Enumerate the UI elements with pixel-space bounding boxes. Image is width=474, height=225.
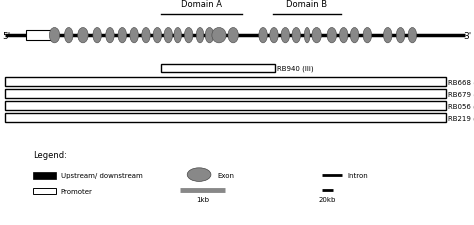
Text: Promoter: Promoter [61,188,92,194]
Text: Domain B: Domain B [286,0,328,9]
Ellipse shape [106,28,114,44]
Ellipse shape [164,28,173,44]
Bar [5,114,446,122]
Text: 3': 3' [464,32,472,40]
Ellipse shape [350,28,359,44]
Ellipse shape [327,28,337,44]
Ellipse shape [130,28,138,44]
Text: Domain A: Domain A [181,0,222,9]
Ellipse shape [396,28,405,44]
Ellipse shape [312,28,321,44]
Ellipse shape [196,28,204,44]
Text: 5': 5' [2,32,10,40]
Bar [161,64,275,73]
Ellipse shape [184,28,193,44]
Text: RB056 (Uni): RB056 (Uni) [448,103,474,109]
Bar [5,78,446,86]
Text: Legend:: Legend: [33,151,67,160]
Bar [33,188,56,194]
Ellipse shape [339,28,348,44]
Ellipse shape [383,28,392,44]
Ellipse shape [49,28,60,44]
Ellipse shape [270,28,278,44]
Ellipse shape [93,28,101,44]
Ellipse shape [142,28,150,44]
Bar [33,172,56,179]
Text: RB940 (Ili): RB940 (Ili) [277,65,314,72]
Ellipse shape [118,28,127,44]
Ellipse shape [64,28,73,44]
Ellipse shape [205,28,214,44]
Ellipse shape [153,28,162,44]
Bar [5,90,446,98]
Text: RB668 (Bi): RB668 (Bi) [448,79,474,85]
Text: RB679 (Bi): RB679 (Bi) [448,91,474,97]
Ellipse shape [259,28,267,44]
Ellipse shape [228,28,238,44]
Ellipse shape [212,28,226,44]
Bar [5,102,446,110]
Text: 1kb: 1kb [196,197,209,202]
Ellipse shape [187,168,211,182]
Ellipse shape [408,28,417,44]
Ellipse shape [363,28,372,44]
Text: Upstream/ downstream: Upstream/ downstream [61,173,142,178]
Ellipse shape [304,28,310,44]
Text: Intron: Intron [347,172,368,178]
Bar [26,31,55,41]
Text: 20kb: 20kb [319,197,336,202]
Ellipse shape [174,28,182,44]
Text: Exon: Exon [217,172,234,178]
Ellipse shape [281,28,290,44]
Text: RB219 (Uni): RB219 (Uni) [448,115,474,121]
Ellipse shape [78,28,88,44]
Ellipse shape [292,28,301,44]
